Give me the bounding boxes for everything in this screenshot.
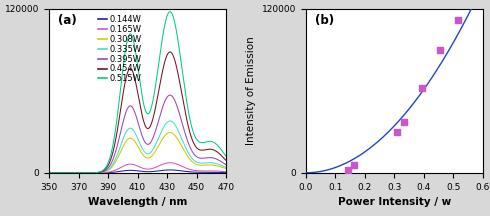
0.335W [92, 172, 98, 174]
0.454W [180, 97, 186, 99]
0.165W [92, 172, 98, 174]
0.165W [77, 172, 83, 174]
0.335W [77, 172, 83, 174]
0.335W [46, 172, 52, 174]
0.144W [92, 172, 98, 174]
0.454W [77, 172, 83, 174]
0.515W [223, 155, 229, 157]
Point [454, 18, 462, 21]
0.454W [223, 159, 229, 162]
Point [344, 168, 352, 172]
0.454W [92, 172, 98, 174]
0.515W [46, 172, 52, 174]
0.454W [126, 68, 132, 71]
0.144W [126, 169, 132, 172]
Line: 0.395W: 0.395W [49, 95, 226, 173]
0.335W [164, 121, 170, 124]
Line: 0.144W: 0.144W [49, 170, 226, 173]
0.144W [167, 169, 173, 171]
0.165W [126, 163, 132, 165]
0.308W [77, 172, 83, 174]
X-axis label: Power Intensity / w: Power Intensity / w [338, 197, 451, 207]
0.395W [126, 105, 132, 108]
Line: 0.515W: 0.515W [49, 12, 226, 173]
0.308W [46, 172, 52, 174]
Point [392, 130, 400, 133]
0.395W [180, 123, 186, 126]
0.395W [77, 172, 83, 174]
0.165W [180, 165, 186, 168]
0.515W [150, 97, 156, 100]
0.165W [150, 167, 156, 170]
0.515W [126, 34, 132, 36]
0.395W [164, 96, 170, 98]
0.308W [164, 132, 170, 135]
0.515W [164, 14, 170, 17]
0.395W [167, 94, 173, 96]
Legend: 0.144W, 0.165W, 0.308W, 0.335W, 0.395W, 0.454W, 0.515W: 0.144W, 0.165W, 0.308W, 0.335W, 0.395W, … [98, 14, 142, 84]
Text: (a): (a) [58, 14, 76, 27]
0.395W [46, 172, 52, 174]
0.308W [92, 172, 98, 174]
Text: (b): (b) [315, 14, 334, 27]
0.454W [46, 172, 52, 174]
Line: 0.165W: 0.165W [49, 163, 226, 173]
0.395W [150, 136, 156, 138]
0.308W [223, 167, 229, 170]
0.335W [167, 120, 173, 122]
Point [418, 86, 426, 90]
0.165W [46, 172, 52, 174]
0.395W [92, 172, 98, 174]
Point [400, 121, 408, 124]
0.454W [150, 116, 156, 119]
0.144W [223, 171, 229, 174]
0.144W [77, 172, 83, 174]
0.308W [150, 153, 156, 156]
Line: 0.308W: 0.308W [49, 133, 226, 173]
0.515W [92, 172, 98, 174]
0.165W [164, 162, 170, 164]
X-axis label: Wavelength / nm: Wavelength / nm [88, 197, 187, 207]
0.454W [167, 51, 173, 53]
Point [350, 164, 358, 167]
0.395W [223, 164, 229, 166]
0.515W [180, 71, 186, 74]
0.335W [223, 166, 229, 169]
0.454W [164, 54, 170, 56]
0.144W [180, 170, 186, 172]
0.308W [180, 146, 186, 149]
0.308W [126, 137, 132, 140]
Y-axis label: Intensity of Emission: Intensity of Emission [246, 36, 256, 145]
0.308W [167, 131, 173, 134]
0.144W [150, 170, 156, 173]
Point [436, 48, 443, 51]
0.335W [150, 148, 156, 150]
Line: 0.335W: 0.335W [49, 121, 226, 173]
0.144W [164, 169, 170, 171]
0.515W [167, 10, 173, 13]
0.165W [223, 170, 229, 173]
0.144W [46, 172, 52, 174]
0.335W [180, 139, 186, 142]
0.165W [167, 161, 173, 164]
Line: 0.454W: 0.454W [49, 52, 226, 173]
0.335W [126, 127, 132, 130]
0.515W [77, 172, 83, 174]
